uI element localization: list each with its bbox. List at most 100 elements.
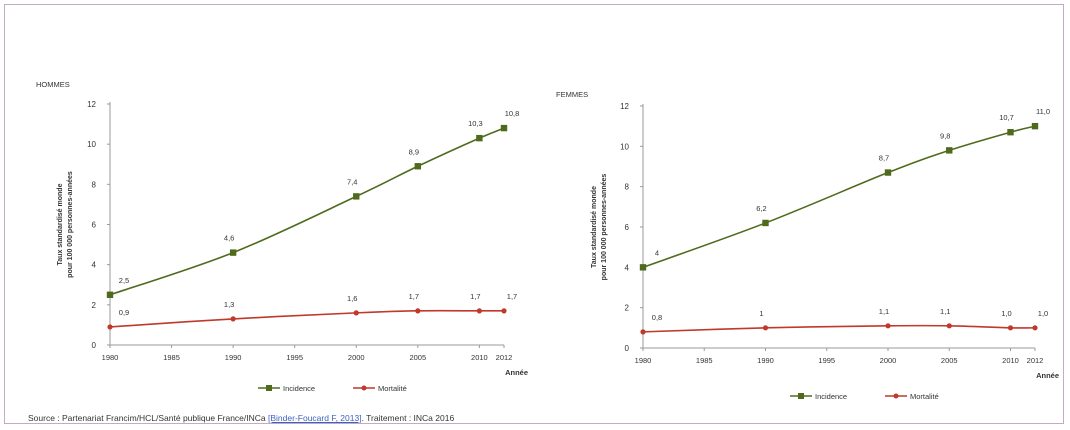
chart1-legend-incidence-label: Incidence: [283, 384, 315, 393]
chart2-incidence-point: [639, 264, 647, 271]
chart1-y-tick-label: 2: [92, 301, 97, 310]
chart2-legend-incidence-label: Incidence: [815, 392, 847, 401]
chart2-incidence-point: [1031, 122, 1039, 130]
chart1-incidence-point: [353, 193, 360, 200]
chart2-x-tick-label: 1980: [635, 356, 652, 365]
source-reference-link[interactable]: [Binder-Foucard F, 2013]: [268, 413, 362, 423]
chart2-y-tick-label: 6: [625, 223, 630, 232]
chart1-y-tick-label: 6: [92, 221, 97, 230]
chart2-title: FEMMES: [556, 90, 588, 99]
chart1-incidence-point: [476, 134, 483, 142]
chart2-incidence-line: [642, 125, 1036, 269]
chart1-x-axis-title: Année: [505, 368, 528, 377]
chart2-mortalite-line: [642, 324, 1036, 333]
chart2-y-tick-label: 12: [620, 102, 629, 111]
chart1-x-tick-label: 2010: [471, 353, 488, 362]
chart2-incidence-data-label: 9,8: [940, 131, 950, 140]
chart2-x-axis-title: Année: [1036, 371, 1059, 380]
chart2-incidence-data-label: 10,7: [999, 113, 1014, 122]
chart1-y-tick-label: 4: [92, 261, 97, 270]
chart2-x-tick-label: 1990: [757, 356, 774, 365]
chart1-legend-mortalite-label: Mortalité: [378, 384, 407, 393]
chart1-mortalite-point: [353, 310, 359, 316]
chart2-mortalite-data-label: 1: [759, 309, 763, 318]
chart1-x-tick-label: 2012: [496, 353, 513, 362]
chart1-incidence-point: [500, 124, 508, 132]
chart2-mortalite-data-label: 1,1: [940, 307, 950, 316]
chart1-y-axis-title: Taux standardisé monde: [57, 183, 64, 265]
chart2-x-tick-label: 1995: [818, 356, 835, 365]
chart2-incidence-point: [946, 147, 953, 154]
chart1-mortalite-point: [501, 308, 507, 314]
chart1-mortalite-data-label: 1,7: [409, 292, 419, 301]
chart2-mortalite-point: [762, 325, 769, 331]
chart1-incidence-data-label: 7,4: [347, 177, 357, 186]
chart2-y-tick-label: 8: [625, 183, 630, 192]
chart2-incidence-data-label: 6,2: [756, 204, 766, 213]
chart1-y-tick-label: 8: [92, 180, 97, 189]
chart1-x-tick-label: 2005: [409, 353, 426, 362]
chart1-incidence-data-label: 8,9: [409, 147, 419, 156]
source-prefix: Source : Partenariat Francim/HCL/Santé p…: [28, 413, 269, 423]
chart1-mortalite-data-label: 1,7: [470, 292, 480, 301]
chart2-incidence-point: [762, 219, 769, 227]
source-note: Source : Partenariat Francim/HCL/Santé p…: [28, 413, 454, 423]
chart2-y-tick-label: 0: [625, 344, 630, 353]
chart1-mortalite-data-label: 1,3: [224, 300, 234, 309]
chart2-y-axis-title: pour 100 000 personnes-années: [601, 174, 608, 281]
chart1-x-tick-label: 1995: [286, 353, 303, 362]
chart1-incidence-data-label: 10,8: [505, 109, 520, 118]
chart1-mortalite-point: [415, 308, 421, 314]
chart1-mortalite-data-label: 0,9: [119, 308, 129, 317]
chart1-incidence-data-label: 10,3: [468, 119, 483, 128]
chart1-incidence-point: [414, 163, 422, 170]
chart2-y-axis-title: Taux standardisé monde: [591, 186, 598, 268]
chart2-x-tick-label: 1985: [696, 356, 713, 365]
chart2-mortalite-point: [885, 323, 891, 329]
chart1-incidence-data-label: 2,5: [119, 276, 129, 285]
chart1-legend-incidence-swatch-marker: [266, 385, 272, 391]
chart1-incidence-line: [109, 127, 505, 296]
figure-frame: [4, 4, 1064, 424]
chart2-x-tick-label: 2005: [941, 356, 958, 365]
chart2-x-tick-label: 2010: [1002, 356, 1019, 365]
chart1-title: HOMMES: [36, 80, 70, 89]
chart2-mortalite-point: [946, 323, 952, 329]
chart1-y-axis-title: pour 100 000 personnes-années: [67, 171, 74, 278]
chart2-x-tick-label: 2012: [1027, 356, 1044, 365]
chart1-incidence-point: [229, 249, 237, 256]
chart1-legend-mortalite-swatch-marker: [361, 385, 367, 391]
chart1-x-tick-label: 1990: [225, 353, 242, 362]
chart2-mortalite-point: [640, 329, 646, 335]
chart1-x-tick-label: 1980: [102, 353, 119, 362]
chart2-mortalite-data-label: 1,0: [1001, 309, 1011, 318]
chart1-mortalite-line: [109, 309, 504, 328]
chart1-y-tick-label: 10: [87, 140, 96, 149]
chart2-mortalite-data-label: 1,1: [879, 307, 889, 316]
chart1-mortalite-data-label: 1,6: [347, 294, 357, 303]
chart1-mortalite-point: [476, 308, 482, 314]
chart1-mortalite-data-label: 1,7: [507, 292, 517, 301]
chart1-mortalite-point: [107, 324, 113, 330]
chart2-legend-incidence-swatch-marker: [798, 393, 804, 399]
chart2-y-tick-label: 4: [625, 263, 630, 272]
chart2-legend-mortalite-swatch-marker: [893, 393, 899, 399]
chart1-y-tick-label: 12: [87, 100, 96, 109]
chart2-y-tick-label: 2: [625, 304, 630, 313]
source-suffix: . Traitement : INCa 2016: [361, 413, 455, 423]
chart2-incidence-point: [1007, 129, 1014, 136]
chart2-mortalite-data-label: 1,0: [1038, 309, 1048, 318]
chart2-y-tick-label: 10: [620, 142, 629, 151]
chart2-incidence-data-label: 4: [655, 248, 659, 257]
chart2-incidence-data-label: 11,0: [1036, 107, 1050, 116]
chart2-mortalite-point: [1007, 325, 1014, 331]
chart1-incidence-point: [106, 291, 114, 298]
chart2-legend-mortalite-label: Mortalité: [910, 392, 939, 401]
chart1-mortalite-point: [230, 316, 236, 322]
chart2-incidence-data-label: 8,7: [879, 154, 889, 163]
chart1-incidence-data-label: 4,6: [224, 234, 234, 243]
chart2-incidence-point: [884, 169, 892, 176]
chart1-x-tick-label: 1985: [163, 353, 180, 362]
chart1-y-tick-label: 0: [92, 341, 97, 350]
